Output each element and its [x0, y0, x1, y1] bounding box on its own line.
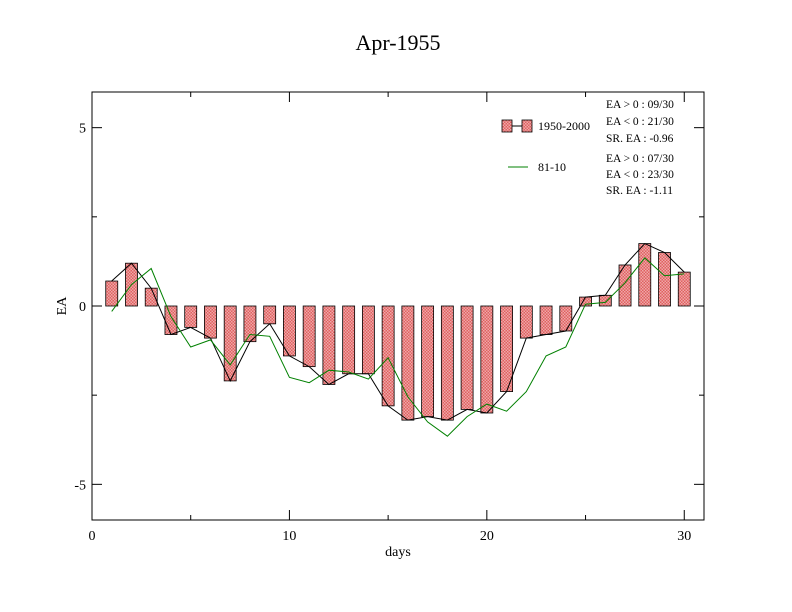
- bar-day-7: [223, 305, 237, 382]
- bar-day-26: [598, 294, 612, 307]
- stat-ea-negative-2: EA < 0 : 23/30: [606, 169, 674, 181]
- bar-day-11: [302, 305, 316, 368]
- bar-day-15: [381, 305, 395, 407]
- stat-ea-positive-1: EA > 0 : 09/30: [606, 99, 674, 111]
- x-tick-label-10: 10: [282, 529, 296, 544]
- bar-day-8: [243, 305, 257, 343]
- bar-day-28: [638, 243, 652, 307]
- bar-day-5: [184, 305, 198, 328]
- stats-block-81-10: EA > 0 : 07/30 EA < 0 : 23/30 SR. EA : -…: [606, 153, 674, 197]
- bar-day-6: [204, 305, 217, 339]
- stats-block-1950-2000: EA > 0 : 09/30 EA < 0 : 21/30 SR. EA : -…: [606, 99, 674, 145]
- bar-day-21: [500, 305, 513, 392]
- bar-day-18: [440, 305, 454, 421]
- bar-tops-line: [111, 242, 685, 421]
- legend-item-81-10: 81-10: [508, 160, 566, 174]
- bar-day-16: [401, 305, 415, 421]
- bar-day-4: [164, 305, 178, 335]
- axis-ticks: 0 10 20 30 -5 0 5: [74, 92, 704, 544]
- legend-label-81-10: 81-10: [538, 160, 566, 174]
- y-tick-label-5: 5: [79, 122, 86, 137]
- bar-series-1950-2000: [105, 243, 691, 421]
- bar-day-9: [263, 305, 277, 325]
- legend: 1950-2000 81-10 EA > 0 : 09/30 EA < 0 : …: [501, 99, 674, 197]
- y-tick-label-0: 0: [79, 300, 86, 315]
- chart-title: Apr-1955: [355, 30, 440, 55]
- bar-day-17: [421, 305, 435, 417]
- bar-day-20: [480, 305, 494, 414]
- line-81-10: [111, 257, 685, 437]
- bar-day-29: [658, 252, 671, 307]
- bar-day-19: [460, 305, 474, 410]
- bar-day-14: [361, 305, 375, 375]
- x-tick-label-20: 20: [480, 529, 494, 544]
- x-axis-label: days: [385, 545, 411, 560]
- stat-ea-positive-2: EA > 0 : 07/30: [606, 153, 674, 165]
- bar-day-13: [342, 305, 356, 375]
- x-tick-label-0: 0: [89, 529, 96, 544]
- bar-day-23: [539, 305, 553, 335]
- legend-bar-swatch-right: [521, 119, 533, 133]
- legend-item-1950-2000: 1950-2000: [501, 119, 590, 133]
- stat-sr-ea-2: SR. EA : -1.11: [606, 185, 673, 197]
- y-tick-label--5: -5: [74, 478, 86, 493]
- legend-label-1950-2000: 1950-2000: [538, 119, 590, 133]
- bar-day-24: [559, 305, 573, 332]
- legend-bar-swatch-left: [501, 119, 513, 133]
- x-tick-label-30: 30: [677, 529, 691, 544]
- y-axis-label: EA: [55, 296, 70, 316]
- bar-day-30: [677, 271, 691, 307]
- stat-sr-ea-1: SR. EA : -0.96: [606, 133, 674, 145]
- bar-day-22: [519, 305, 533, 339]
- line-series: [111, 242, 685, 437]
- stat-ea-negative-1: EA < 0 : 21/30: [606, 116, 674, 128]
- bar-day-1: [105, 280, 119, 307]
